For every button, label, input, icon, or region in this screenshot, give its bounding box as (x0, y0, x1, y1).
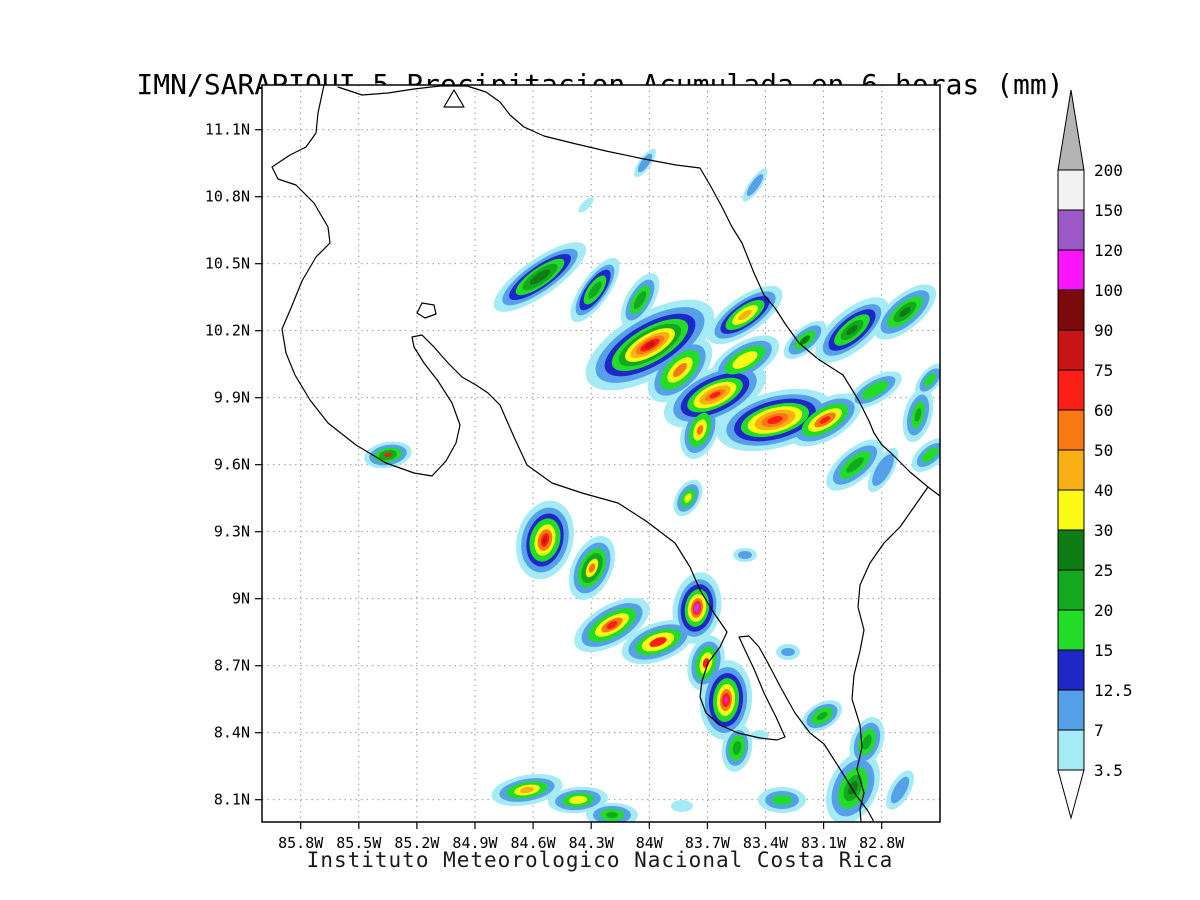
colorbar-box (1057, 369, 1085, 411)
colorbar-label: 100 (1094, 281, 1123, 300)
lon-label: 82.8W (859, 834, 905, 852)
plot-frame (261, 84, 941, 823)
plot-area (262, 85, 940, 822)
coastline (271, 85, 940, 822)
axis-ticks (255, 129, 883, 829)
colorbar-label: 50 (1094, 441, 1113, 460)
lon-label: 84W (636, 834, 664, 852)
lon-label: 84.6W (511, 834, 557, 852)
colorbar-label: 12.5 (1094, 681, 1133, 700)
lon-label: 83.7W (685, 834, 731, 852)
colorbar-box (1057, 329, 1085, 371)
colorbar-label: 200 (1094, 161, 1123, 180)
colorbar-label: 20 (1094, 601, 1113, 620)
footer-text: Instituto Meteorologico Nacional Costa R… (306, 848, 894, 872)
lon-label: 85.5W (336, 834, 382, 852)
colorbar-label: 15 (1094, 641, 1113, 660)
lon-label: 84.3W (569, 834, 615, 852)
colorbar-box (1057, 689, 1085, 731)
colorbar-arrow-top (1057, 89, 1085, 171)
colorbar-label: 40 (1094, 481, 1113, 500)
colorbar-box (1057, 569, 1085, 611)
colorbar-box (1057, 489, 1085, 531)
lat-label: 8.4N (214, 724, 250, 742)
lat-label: 10.8N (205, 188, 250, 206)
map-plot: 85.8W 85.5W 85.2W 84.9W 84.6W 84.3W 84W 83.7W 83… (205, 84, 941, 852)
lat-axis-labels: 11.1N 10.8N 10.5N 10.2N 9.9N 9.6N 9.3N 9N 8.7N 8.… (205, 121, 250, 809)
colorbar-box (1057, 529, 1085, 571)
colorbar-box (1057, 289, 1085, 331)
colorbar-box (1057, 249, 1085, 291)
colorbar-label: 120 (1094, 241, 1123, 260)
colorbar-label: 30 (1094, 521, 1113, 540)
lon-label: 84.9W (452, 834, 498, 852)
lon-label: 85.2W (394, 834, 440, 852)
colorbar-label: 75 (1094, 361, 1113, 380)
colorbar-label: 90 (1094, 321, 1113, 340)
colorbar-box (1057, 729, 1085, 771)
lat-label: 11.1N (205, 121, 250, 139)
lon-label: 83.1W (801, 834, 847, 852)
colorbar: 200 150 120 100 90 75 60 50 40 30 25 20 15 12.5 7 3.5 (1057, 89, 1133, 820)
colorbar-arrow-bottom (1057, 769, 1085, 820)
lon-axis-labels: 85.8W 85.5W 85.2W 84.9W 84.6W 84.3W 84W 83.7W 83… (278, 834, 905, 852)
precip-cells (364, 148, 940, 822)
colorbar-box (1057, 649, 1085, 691)
lat-label: 10.2N (205, 322, 250, 340)
lat-label: 9.6N (214, 456, 250, 474)
colorbar-label: 150 (1094, 201, 1123, 220)
colorbar-box (1057, 609, 1085, 651)
lon-label: 83.4W (743, 834, 789, 852)
lat-label: 9.9N (214, 389, 250, 407)
colorbar-label: 60 (1094, 401, 1113, 420)
colorbar-box (1057, 449, 1085, 491)
lat-label: 8.7N (214, 657, 250, 675)
colorbar-labels: 200 150 120 100 90 75 60 50 40 30 25 20 15 12.5 7 3.5 (1094, 161, 1133, 780)
colorbar-label: 25 (1094, 561, 1113, 580)
lon-label: 85.8W (278, 834, 324, 852)
colorbar-box (1057, 209, 1085, 251)
lat-label: 8.1N (214, 791, 250, 809)
colorbar-box (1057, 409, 1085, 451)
lat-label: 10.5N (205, 255, 250, 273)
colorbar-label: 3.5 (1094, 761, 1123, 780)
lat-label: 9.3N (214, 523, 250, 541)
colorbar-label: 7 (1094, 721, 1104, 740)
lat-label: 9N (232, 590, 250, 608)
colorbar-box (1057, 169, 1085, 211)
